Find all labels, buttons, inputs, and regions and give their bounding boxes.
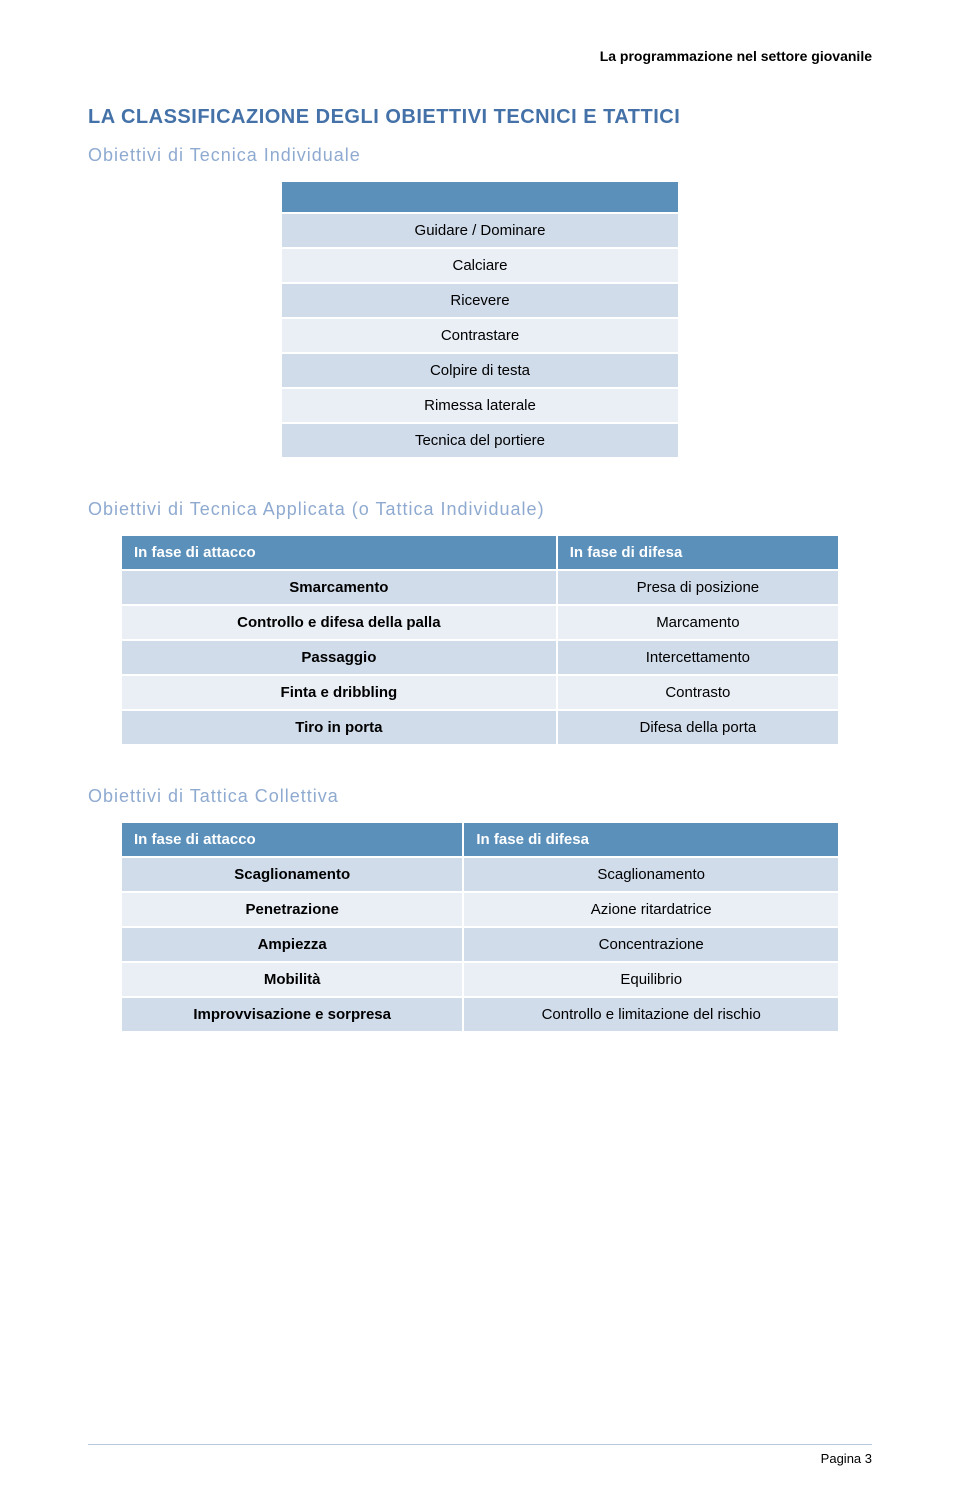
main-heading: LA CLASSIFICAZIONE DEGLI OBIETTIVI TECNI…	[88, 106, 872, 129]
page-footer: Pagina 3	[88, 1444, 872, 1466]
table-row: Finta e dribbling	[121, 675, 557, 710]
table-row: Difesa della porta	[557, 710, 839, 745]
table-row: Concentrazione	[463, 927, 839, 962]
table-row: Intercettamento	[557, 640, 839, 675]
section1-title: Obiettivi di Tecnica Individuale	[88, 145, 872, 166]
section2-table: In fase di attacco In fase di difesa Sma…	[120, 534, 840, 746]
section1-table: Guidare / Dominare Calciare Ricevere Con…	[280, 180, 680, 459]
table-row: Tiro in porta	[121, 710, 557, 745]
table-row: Ricevere	[281, 283, 679, 318]
table-header-right: In fase di difesa	[463, 822, 839, 857]
table-row: Presa di posizione	[557, 570, 839, 605]
table-row: Marcamento	[557, 605, 839, 640]
page-header: La programmazione nel settore giovanile	[88, 48, 872, 64]
table-row: Improvvisazione e sorpresa	[121, 997, 463, 1032]
section3-title: Obiettivi di Tattica Collettiva	[88, 786, 872, 807]
table-row: Contrasto	[557, 675, 839, 710]
section2-title: Obiettivi di Tecnica Applicata (o Tattic…	[88, 499, 872, 520]
table-row: Scaglionamento	[463, 857, 839, 892]
table-row: Colpire di testa	[281, 353, 679, 388]
table-header-right: In fase di difesa	[557, 535, 839, 570]
page-number: Pagina 3	[88, 1451, 872, 1466]
footer-divider	[88, 1444, 872, 1445]
table-row: Rimessa laterale	[281, 388, 679, 423]
table-row: Ampiezza	[121, 927, 463, 962]
table-row: Penetrazione	[121, 892, 463, 927]
table-row: Contrastare	[281, 318, 679, 353]
table-row: Calciare	[281, 248, 679, 283]
table-row: Passaggio	[121, 640, 557, 675]
table-header-left: In fase di attacco	[121, 535, 557, 570]
table-row: Tecnica del portiere	[281, 423, 679, 458]
table-row: Controllo e difesa della palla	[121, 605, 557, 640]
table-header-left: In fase di attacco	[121, 822, 463, 857]
table-header-empty	[281, 181, 679, 213]
table-row: Guidare / Dominare	[281, 213, 679, 248]
table-row: Azione ritardatrice	[463, 892, 839, 927]
table-row: Smarcamento	[121, 570, 557, 605]
section3-table: In fase di attacco In fase di difesa Sca…	[120, 821, 840, 1033]
table-row: Mobilità	[121, 962, 463, 997]
table-row: Controllo e limitazione del rischio	[463, 997, 839, 1032]
table-row: Equilibrio	[463, 962, 839, 997]
table-row: Scaglionamento	[121, 857, 463, 892]
